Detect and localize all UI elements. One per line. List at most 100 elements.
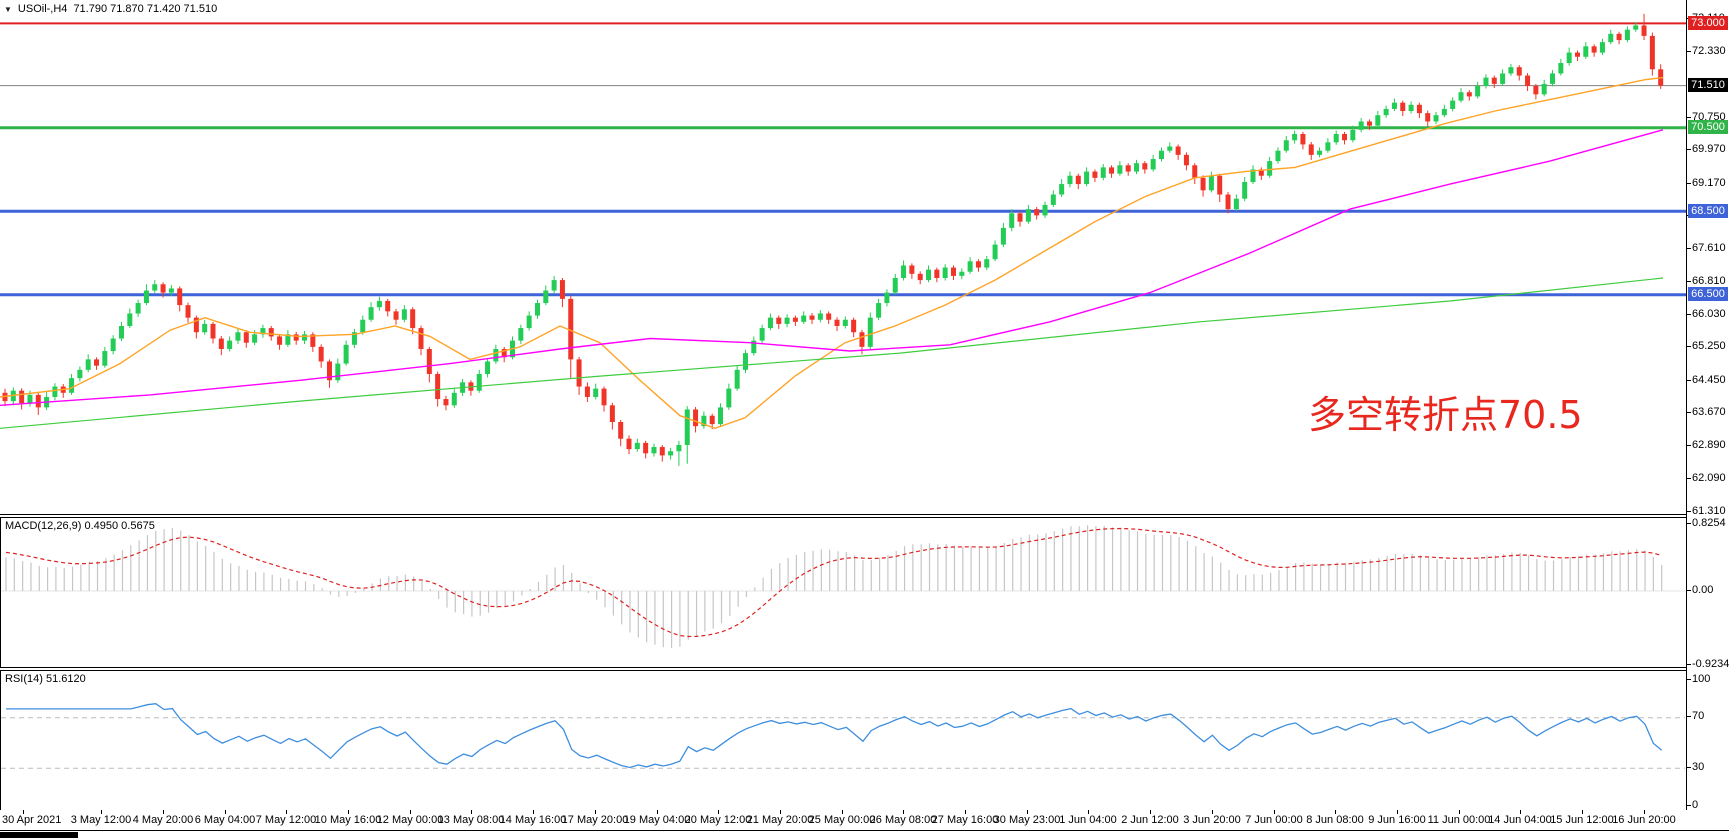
candle-body (476, 374, 482, 391)
candle-body (202, 323, 208, 333)
symbol-timeframe-label: USOil-,H4 (17, 3, 68, 15)
candle-body (1633, 25, 1639, 30)
candle-body (501, 348, 507, 358)
candle-body (418, 328, 424, 349)
rsi-axis-label: 30 (1692, 761, 1705, 773)
candle-body (485, 361, 491, 375)
macd-axis-max: 0.8254 (1692, 517, 1726, 529)
candle-body (160, 284, 166, 293)
time-axis-label: 26 May 08:00 (869, 814, 937, 826)
candle-body (1267, 161, 1273, 176)
candle-body (926, 269, 932, 281)
price-axis-label: 65.250 (1692, 340, 1726, 352)
candle-body (1533, 85, 1539, 95)
candle-body (368, 307, 374, 320)
candle-body (959, 271, 965, 276)
axis-tick (1687, 346, 1691, 347)
axis-tick (1687, 149, 1691, 150)
candle-body (967, 261, 973, 272)
candle-body (576, 359, 582, 387)
candle-body (335, 363, 341, 381)
price-axis-label: 62.890 (1692, 439, 1726, 451)
main-chart-panel[interactable]: ▼ USOil-,H4 71.790 71.870 71.420 71.510 … (0, 0, 1687, 515)
time-axis-tick (965, 810, 966, 814)
candle-body (684, 409, 690, 445)
time-axis-tick (348, 810, 349, 814)
candle-body (318, 346, 324, 362)
price-axis-label: 62.090 (1692, 472, 1726, 484)
candle-body (1391, 102, 1397, 109)
candle-body (343, 344, 349, 364)
candle-body (934, 269, 940, 278)
candle-body (302, 334, 308, 341)
candle-body (534, 303, 540, 316)
candle-body (734, 369, 740, 389)
price-axis-label: 67.610 (1692, 242, 1726, 254)
candle-body (668, 451, 674, 456)
rsi-indicator-panel[interactable]: RSI(14) 51.6120 (0, 670, 1687, 811)
candle-body (1109, 167, 1115, 174)
candle-body (1250, 169, 1256, 182)
time-axis-tick (163, 810, 164, 814)
axis-tick (1687, 478, 1691, 479)
candle-body (1308, 144, 1314, 155)
candle-body (1599, 42, 1605, 53)
time-axis-label: 1 Jun 04:00 (1059, 814, 1117, 826)
symbol-dropdown-icon[interactable]: ▼ (4, 4, 12, 14)
candle-body (77, 369, 83, 379)
candle-body (526, 315, 532, 329)
candle-body (742, 353, 748, 370)
candle-body (1433, 115, 1439, 122)
price-axis[interactable]: 73.11072.33070.75069.97069.17068.39067.6… (1687, 0, 1729, 830)
candle-body (360, 319, 366, 333)
candle-body (27, 394, 33, 404)
time-axis-label: 16 Jun 20:00 (1612, 814, 1676, 826)
candle-body (94, 359, 100, 366)
price-axis-label: 63.670 (1692, 406, 1726, 418)
time-axis-tick (1274, 810, 1275, 814)
time-axis-tick (225, 810, 226, 814)
candle-body (152, 284, 158, 291)
candle-body (1150, 159, 1156, 170)
time-axis-label: 30 Apr 2021 (2, 814, 62, 826)
candle-body (1242, 181, 1248, 199)
candle-body (609, 405, 615, 423)
time-axis-tick (1027, 810, 1028, 814)
axis-divider-line (1686, 0, 1687, 830)
candle-body (1300, 133, 1306, 145)
candle-body (1017, 213, 1023, 222)
time-axis-tick (1582, 810, 1583, 814)
candle-body (543, 290, 549, 304)
candle-body (834, 319, 840, 326)
candle-body (1208, 175, 1214, 191)
price-level-badge: 73.000 (1688, 16, 1728, 30)
candle-body (1383, 108, 1389, 116)
candle-body (1483, 77, 1489, 86)
candle-body (518, 328, 524, 341)
candle-body (1158, 150, 1164, 160)
axis-tick (1687, 117, 1691, 118)
time-axis-tick (286, 810, 287, 814)
candle-body (559, 280, 565, 299)
time-axis-tick (1212, 810, 1213, 814)
candle-body (776, 317, 782, 324)
candle-body (426, 348, 432, 375)
candle-body (118, 325, 124, 339)
candle-body (52, 386, 58, 397)
rsi-axis-label: 0 (1692, 799, 1699, 811)
macd-indicator-panel[interactable]: MACD(12,26,9) 0.4950 0.5675 (0, 517, 1687, 668)
candle-body (1574, 52, 1580, 57)
candle-body (1416, 104, 1422, 114)
candle-body (892, 277, 898, 293)
time-axis-tick (1520, 810, 1521, 814)
candle-body (1200, 177, 1206, 191)
candle-body (35, 394, 41, 408)
axis-tick (1687, 590, 1691, 591)
candle-body (235, 332, 241, 341)
price-axis-label: 69.970 (1692, 143, 1726, 155)
candle-body (102, 351, 108, 366)
scrollbar-knob[interactable] (0, 832, 78, 838)
time-axis-label: 17 May 20:00 (561, 814, 629, 826)
candle-body (767, 317, 773, 329)
time-axis[interactable]: 30 Apr 2021 3 May 12:00 4 May 20:00 6 May 0… (0, 810, 1687, 830)
